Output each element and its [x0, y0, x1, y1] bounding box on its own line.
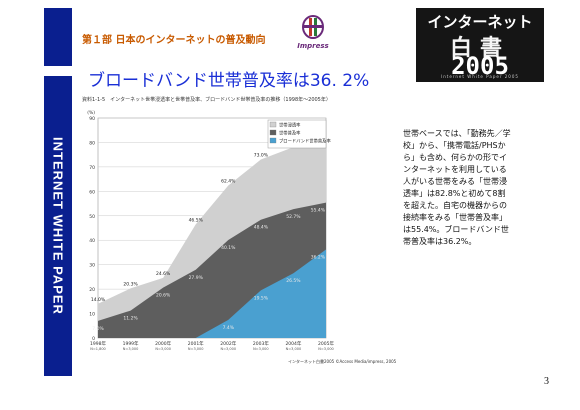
impress-logo-text: Impress — [297, 42, 329, 50]
data-label: 24.6% — [156, 271, 171, 277]
data-label: 7.4% — [223, 325, 235, 331]
impress-logo: Impress — [288, 14, 338, 56]
x-tick-label: 2001年 — [188, 340, 204, 347]
x-tick-label: 2005年 — [318, 340, 334, 347]
part-heading: 第１部 日本のインターネットの普及動向 — [82, 35, 266, 46]
x-tick-sublabel: N=3,000 — [188, 347, 204, 351]
x-tick-label: 2000年 — [155, 340, 171, 347]
series-area-2 — [195, 249, 326, 338]
y-tick-label: 0 — [92, 336, 95, 342]
impress-logo-icon — [302, 15, 324, 39]
area-chart: 0 10 20 30 40 50 60 70 80 90(%) 14.0% 20.3% 24.6% 46.… — [87, 110, 334, 351]
data-label: 27.9% — [189, 275, 204, 281]
data-label: 36.2% — [311, 255, 326, 261]
white-paper-logo: インターネット 白書 2005 Internet White Paper 200… — [416, 8, 544, 82]
logo-line-1: インターネット — [427, 13, 533, 31]
slide-title: ブロードバンド世帯普及率は36. 2% — [88, 71, 370, 91]
y-tick-label: 10 — [89, 312, 95, 318]
x-tick-sublabel: N=3,000 — [318, 347, 334, 351]
x-tick-sublabel: N=3,000 — [123, 347, 139, 351]
logo-line-2: 白書 — [449, 36, 510, 61]
chart-caption: 資料1-1-5 インターネット世帯浸透率と世帯普及率、ブロードバンド世帯普及率の… — [82, 97, 331, 103]
y-tick-label: 30 — [89, 263, 95, 269]
data-label: 19.5% — [254, 295, 269, 301]
y-unit-label: (%) — [87, 110, 95, 116]
data-label: 20.3% — [123, 281, 138, 287]
data-label: 14.0% — [91, 297, 106, 303]
sidebar-band: INTERNET WHITE PAPER — [44, 76, 72, 376]
legend-label: 世帯浸透率 — [279, 122, 301, 129]
data-label: 62.4% — [221, 178, 236, 184]
data-label: 11.2% — [123, 316, 138, 322]
y-tick-label: 20 — [89, 287, 95, 293]
legend-label: 世帯普及率 — [279, 130, 301, 137]
data-label: 20.6% — [156, 293, 171, 299]
data-label: 55.4% — [311, 208, 326, 214]
summary-text: 世帯ベースでは、「勤務先／学校」から、「携帯電話/PHSから」も含め、何らかの形… — [403, 129, 511, 246]
logo-line-4: Internet White Paper 2005 — [441, 74, 519, 79]
x-tick-label: 2004年 — [285, 340, 301, 347]
data-label: 73.0% — [254, 153, 269, 159]
data-label: 7.0% — [92, 326, 104, 332]
page-number: 3 — [544, 376, 549, 387]
y-tick-label: 50 — [89, 214, 95, 220]
data-label: 40.1% — [221, 245, 236, 251]
x-tick-sublabel: N=3,000 — [286, 347, 302, 351]
x-tick-label: 2002年 — [220, 340, 236, 347]
chart-source: インターネット白書2005 ©Access Media/impress, 200… — [288, 359, 397, 364]
x-tick-label: 1998年 — [90, 340, 106, 347]
sidebar-top-block — [44, 8, 72, 66]
sidebar-title: INTERNET WHITE PAPER — [50, 137, 66, 315]
legend-swatch — [269, 121, 277, 128]
legend-box — [267, 119, 327, 149]
logo-line-3: 2005 — [451, 52, 509, 80]
x-tick-label: 1999年 — [123, 340, 139, 347]
y-tick-label: 40 — [89, 238, 95, 244]
x-tick-label: 2003年 — [253, 340, 269, 347]
chart-figure: 資料1-1-5 インターネット世帯浸透率と世帯普及率、ブロードバンド世帯普及率の… — [80, 96, 396, 368]
x-tick-sublabel: N=1,800 — [90, 347, 106, 351]
data-label: 48.4% — [254, 225, 269, 231]
legend-label: ブロードバンド世帯普及率 — [279, 138, 331, 145]
y-tick-label: 80 — [89, 140, 95, 146]
legend-swatch — [269, 129, 277, 136]
x-tick-sublabel: N=3,000 — [155, 347, 171, 351]
y-tick-label: 90 — [89, 116, 95, 122]
data-label: 46.5% — [189, 217, 204, 223]
y-tick-label: 60 — [89, 189, 95, 195]
y-tick-label: 70 — [89, 165, 95, 171]
legend-swatch — [269, 137, 277, 144]
data-label: 26.5% — [286, 278, 301, 284]
data-label: 52.7% — [286, 214, 301, 220]
x-tick-sublabel: N=3,000 — [253, 347, 269, 351]
x-tick-sublabel: N=3,000 — [220, 347, 236, 351]
